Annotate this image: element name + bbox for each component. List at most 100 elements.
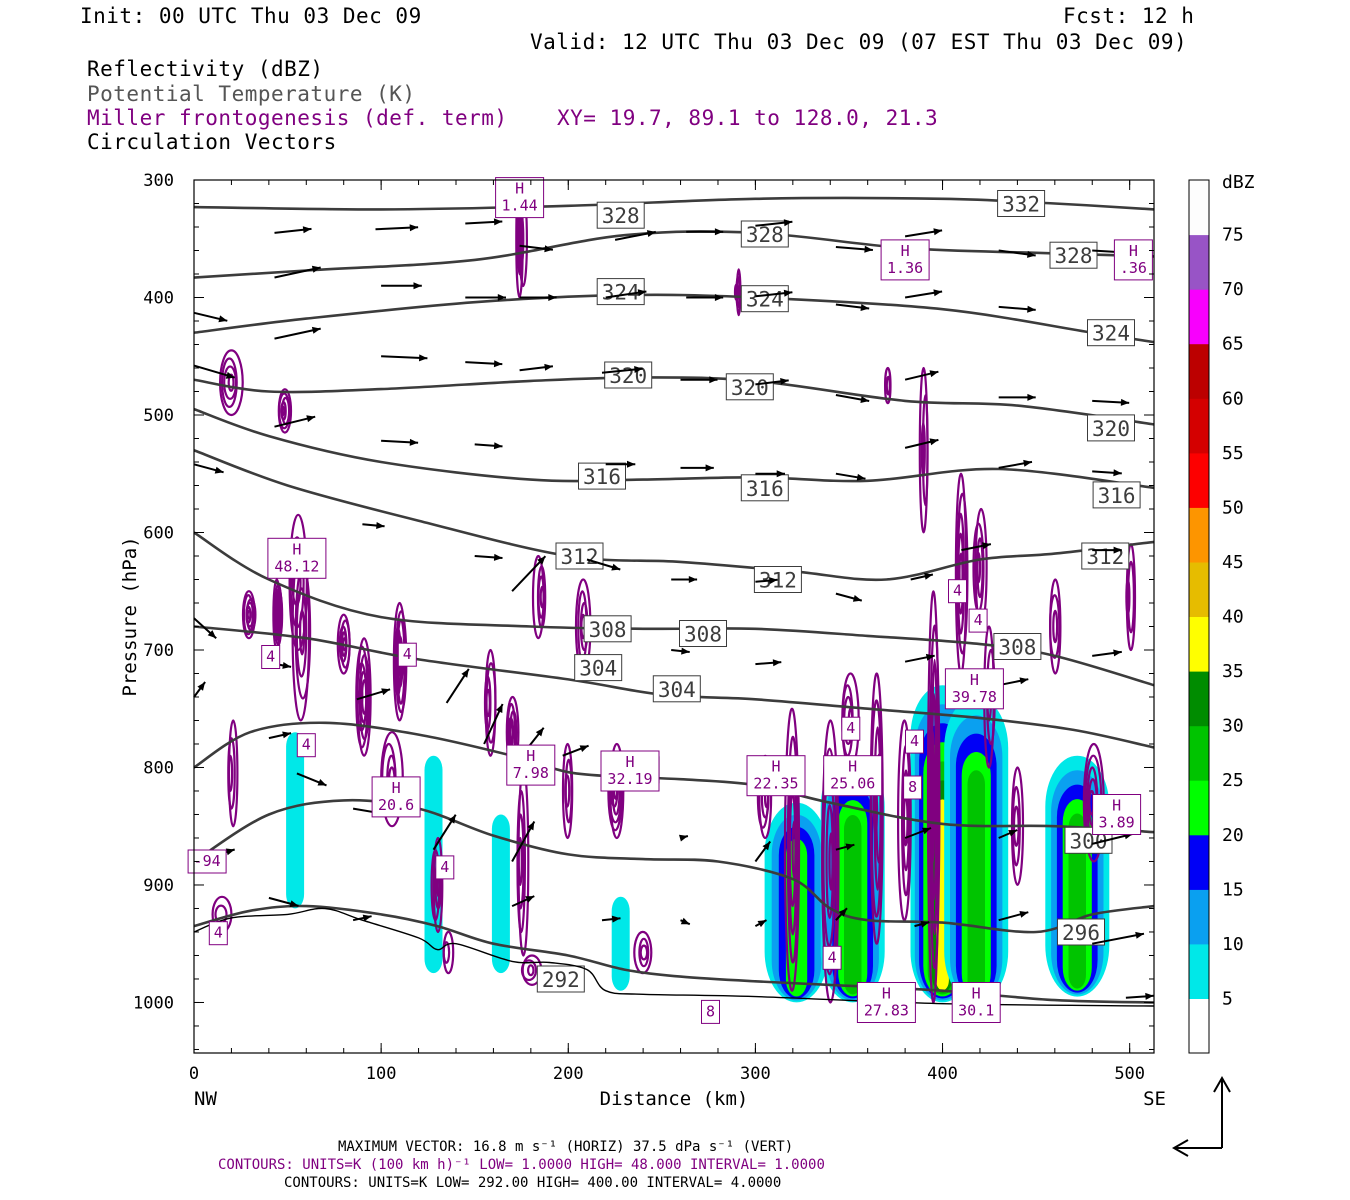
- fronto-label-box: [267, 537, 327, 579]
- fronto-label-box: [600, 750, 660, 792]
- reflectivity-cell: [491, 814, 510, 974]
- vector-head: [579, 745, 589, 752]
- vector-head: [1145, 992, 1154, 1000]
- vector-head: [780, 378, 789, 385]
- init-time: Init: 00 UTC Thu 03 Dec 09: [80, 4, 422, 28]
- theta-line-312: [193, 449, 1155, 582]
- frontogenesis-contour: [921, 394, 929, 507]
- colorbar-level: 75: [1222, 225, 1244, 246]
- fronto-label-box: [495, 177, 545, 219]
- theta-label-box: [555, 542, 604, 570]
- y-tick-label: 700: [143, 641, 174, 661]
- frontogenesis-contour: [1052, 609, 1059, 644]
- theta-label: 316: [583, 465, 621, 489]
- theta-label: 328: [1055, 244, 1093, 268]
- frontogenesis-contour: [299, 609, 306, 656]
- vector-head: [218, 315, 228, 323]
- vector-head: [646, 230, 656, 237]
- colorbar-swatch: [1189, 998, 1209, 1054]
- colorbar-level: 35: [1222, 661, 1244, 682]
- theta-label-box: [1081, 542, 1130, 570]
- theta-label: 296: [1062, 921, 1100, 945]
- theta-label: 324: [746, 288, 784, 312]
- theta-label-box: [993, 633, 1042, 660]
- vector-head: [920, 920, 930, 928]
- fronto-label-box: [944, 668, 1004, 710]
- theta-line-300: [193, 721, 1155, 834]
- vector-head: [637, 289, 647, 297]
- frontogenesis-contour: [735, 275, 741, 309]
- theta-label: 320: [1092, 417, 1130, 441]
- vector-head: [845, 843, 855, 851]
- vector-head: [680, 917, 690, 925]
- fronto-label: 4: [302, 736, 311, 754]
- vector-head: [681, 647, 690, 655]
- colorbar-level: 65: [1222, 334, 1244, 355]
- vector-head: [864, 245, 873, 253]
- vector-head: [769, 577, 778, 585]
- vector-head: [376, 522, 385, 529]
- frontogenesis-contour: [929, 727, 936, 867]
- fronto-label: 4: [910, 732, 919, 750]
- theta-label: 316: [1098, 484, 1136, 508]
- colorbar-frame: [1188, 179, 1210, 1054]
- vector-head: [461, 668, 469, 678]
- colorbar-swatch: [1189, 616, 1209, 672]
- colorbar-swatch: [1189, 343, 1209, 399]
- fronto-label: 4: [846, 719, 855, 737]
- colorbar-level: 25: [1222, 770, 1244, 791]
- frontogenesis-contour: [442, 941, 451, 964]
- vector-head: [1027, 305, 1036, 313]
- fronto-label: 8: [706, 1002, 715, 1020]
- frontogenesis-contour: [432, 836, 444, 934]
- vector-head: [860, 304, 870, 311]
- theta-label-box: [574, 654, 623, 682]
- y-tick-label: 600: [143, 523, 174, 543]
- theta-line-320: [193, 376, 1155, 426]
- theta-label-box: [1049, 241, 1098, 269]
- vector-head: [495, 704, 503, 713]
- vector-head: [306, 415, 316, 423]
- frontogenesis-contour: [821, 747, 839, 976]
- vector-head: [1019, 677, 1029, 685]
- x-axis-label: Distance (km): [600, 1088, 749, 1110]
- colorbar-swatch: [1189, 943, 1209, 999]
- theta-label: 324: [1092, 322, 1130, 346]
- fronto-label-box: [435, 855, 455, 880]
- vector-head: [282, 662, 292, 669]
- vector-head: [783, 289, 793, 297]
- vector-head: [1023, 459, 1032, 467]
- fronto-label: 30.1: [958, 1002, 994, 1020]
- frontogenesis-contour: [227, 754, 234, 793]
- vector-head: [982, 542, 991, 550]
- theta-label-box: [725, 373, 774, 401]
- fronto-label: 3.89: [1099, 814, 1135, 832]
- colorbar-level: 50: [1222, 497, 1244, 518]
- theta-label: 332: [1002, 193, 1040, 217]
- colorbar-swatch: [1189, 452, 1209, 508]
- fronto-label: H: [972, 985, 981, 1003]
- colorbar-swatch: [1189, 234, 1209, 290]
- fronto-label-box: [1092, 794, 1142, 835]
- fronto-label: 4: [974, 611, 983, 629]
- vector-head: [762, 841, 771, 851]
- fronto-label: 1.44: [502, 197, 538, 215]
- frontogenesis-contour: [280, 405, 286, 417]
- vector-head: [289, 900, 299, 908]
- vectors-title: Circulation Vectors: [87, 130, 337, 154]
- frontogenesis-contour: [227, 373, 235, 392]
- frontogenesis-contour: [975, 551, 982, 584]
- vector-head: [493, 442, 503, 450]
- theta-label: 312: [1086, 545, 1124, 569]
- theta-label-box: [753, 566, 802, 593]
- frontogenesis-contour: [223, 365, 238, 401]
- vector-head: [311, 265, 321, 273]
- vector-head: [783, 219, 793, 227]
- vector-head: [409, 438, 419, 446]
- vector-head: [714, 294, 724, 301]
- vector-head: [1019, 911, 1029, 918]
- fronto-label-box: [951, 982, 1001, 1023]
- colorbar-level: 60: [1222, 388, 1244, 409]
- fronto-label-box: [856, 982, 916, 1023]
